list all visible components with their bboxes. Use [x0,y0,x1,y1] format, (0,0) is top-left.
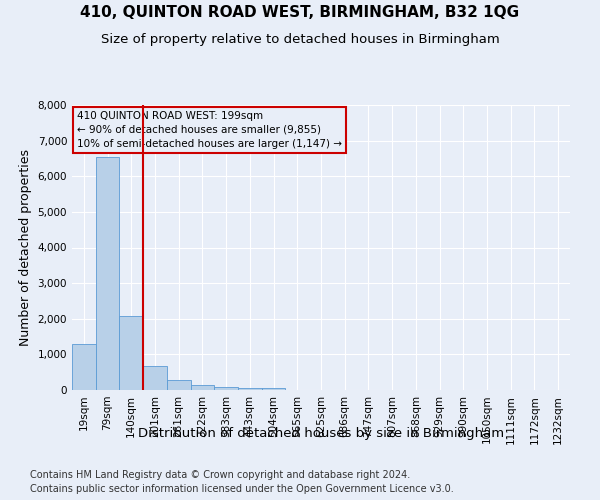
Bar [72,344,96,390]
Text: Contains HM Land Registry data © Crown copyright and database right 2024.: Contains HM Land Registry data © Crown c… [30,470,410,480]
Bar [119,316,143,390]
Bar [191,386,214,390]
Bar [167,380,191,390]
Text: 410, QUINTON ROAD WEST, BIRMINGHAM, B32 1QG: 410, QUINTON ROAD WEST, BIRMINGHAM, B32 … [80,5,520,20]
Bar [238,388,262,390]
Bar [96,156,119,390]
Bar [143,366,167,390]
Text: Distribution of detached houses by size in Birmingham: Distribution of detached houses by size … [138,428,504,440]
Bar [214,387,238,390]
Text: Size of property relative to detached houses in Birmingham: Size of property relative to detached ho… [101,32,499,46]
Bar [262,388,286,390]
Y-axis label: Number of detached properties: Number of detached properties [19,149,32,346]
Text: 410 QUINTON ROAD WEST: 199sqm
← 90% of detached houses are smaller (9,855)
10% o: 410 QUINTON ROAD WEST: 199sqm ← 90% of d… [77,110,342,148]
Text: Contains public sector information licensed under the Open Government Licence v3: Contains public sector information licen… [30,484,454,494]
